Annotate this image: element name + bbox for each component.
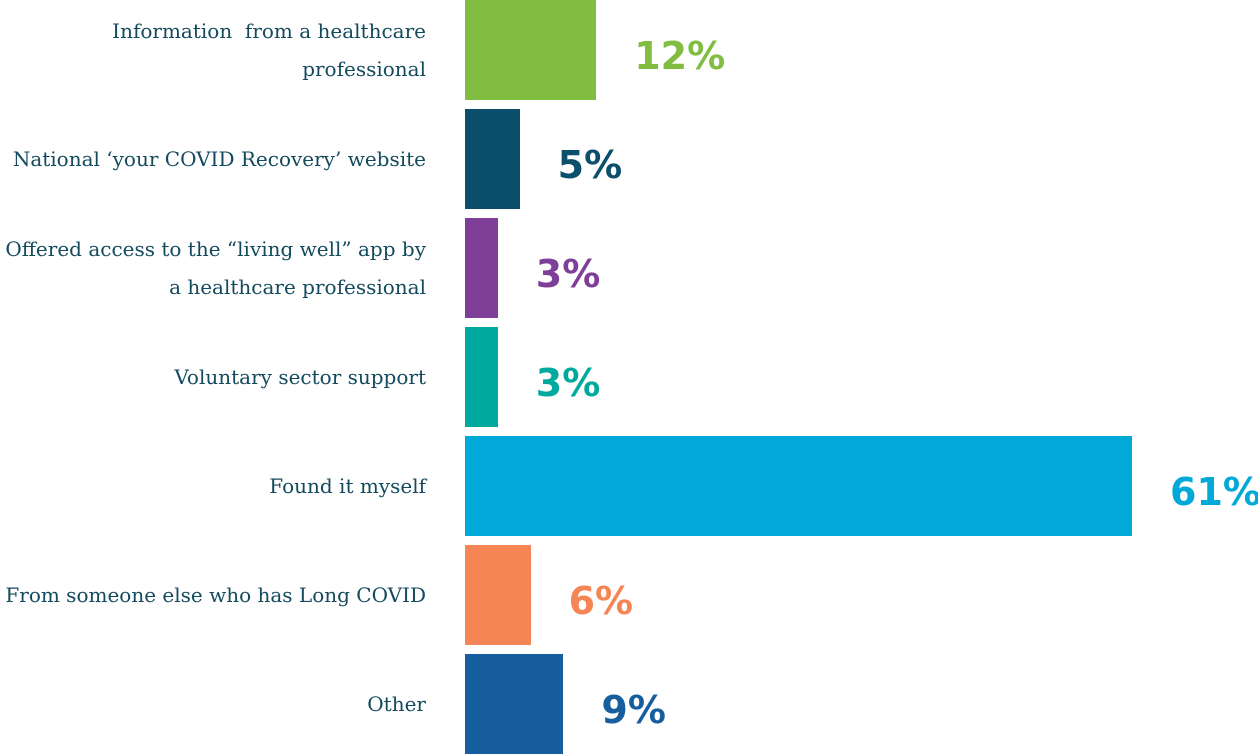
- value-label: 3%: [535, 361, 601, 405]
- value-label: 9%: [601, 688, 666, 732]
- category-label: Found it myself: [269, 474, 426, 498]
- bar: [465, 109, 520, 209]
- bar: [465, 327, 498, 427]
- value-label: 6%: [568, 579, 634, 623]
- bar: [465, 545, 531, 645]
- bar: [465, 654, 564, 754]
- category-label: Information from a healthcare profession…: [112, 19, 433, 81]
- category-label: From someone else who has Long COVID: [5, 583, 426, 607]
- category-label: Voluntary sector support: [174, 365, 426, 389]
- bar: [465, 218, 498, 318]
- value-label: 3%: [535, 252, 601, 296]
- value-label: 5%: [557, 143, 623, 187]
- category-label: Offered access to the “living well” app …: [5, 237, 433, 299]
- value-label: 12%: [634, 34, 726, 78]
- value-label: 61%: [1170, 470, 1258, 514]
- bar: [465, 0, 597, 100]
- bar: [465, 436, 1132, 536]
- category-label: Other: [367, 692, 426, 716]
- category-label: National ‘your COVID Recovery’ website: [12, 147, 426, 171]
